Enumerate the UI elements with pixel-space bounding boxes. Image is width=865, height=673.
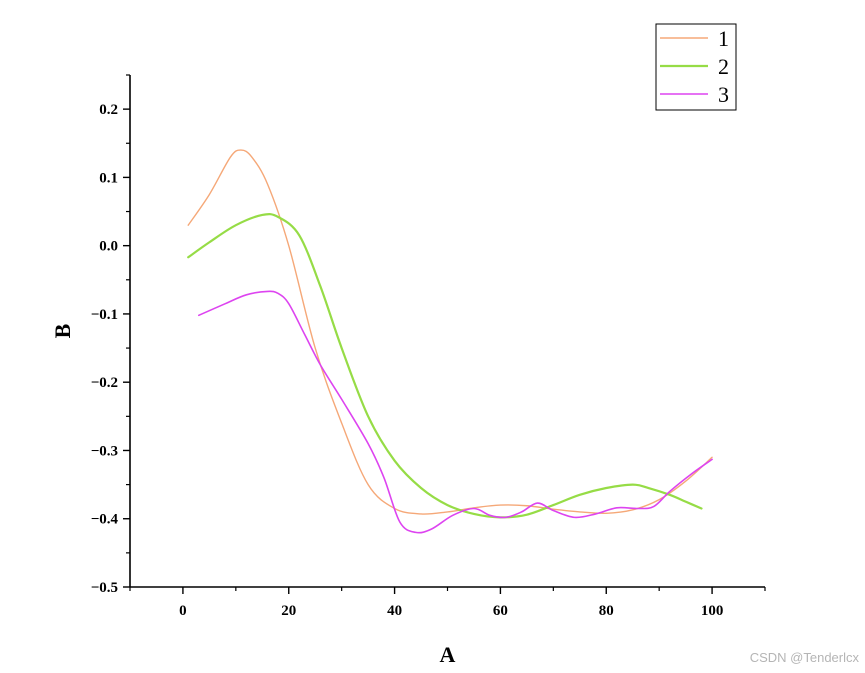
y-tick-label: 0.2: [99, 102, 118, 118]
legend-label-3: 3: [718, 82, 729, 107]
x-tick-label: 0: [179, 603, 187, 619]
series-line-3: [197, 290, 713, 534]
axes: 0 20 40 60 80 100 −0.5 −0.4 −0.3 −0.2 −0.1 0.0 0.1 0.…: [91, 74, 766, 619]
series-layer: [187, 149, 713, 534]
y-axis-title: B: [50, 323, 75, 338]
y-tick-label: 0.1: [99, 170, 118, 186]
x-axis-title: A: [440, 642, 456, 667]
legend-label-1: 1: [718, 26, 729, 51]
y-tick-label: −0.1: [91, 307, 118, 323]
y-tick-label: −0.2: [91, 375, 118, 391]
series-line-1: [187, 149, 713, 515]
x-tick-label: 60: [493, 603, 508, 619]
watermark: CSDN @Tenderlcx: [749, 650, 859, 665]
y-tick-label: −0.5: [91, 580, 118, 596]
x-tick-label: 100: [701, 603, 724, 619]
y-tick-label: 0.0: [99, 239, 118, 255]
legend-label-2: 2: [718, 54, 729, 79]
x-tick-label: 80: [599, 603, 614, 619]
x-tick-label: 40: [387, 603, 402, 619]
y-tick-label: −0.3: [91, 443, 118, 459]
x-tick-label: 20: [281, 603, 296, 619]
legend: 1 2 3: [655, 23, 737, 111]
y-tick-label: −0.4: [91, 512, 119, 528]
series-line-2: [187, 212, 703, 519]
